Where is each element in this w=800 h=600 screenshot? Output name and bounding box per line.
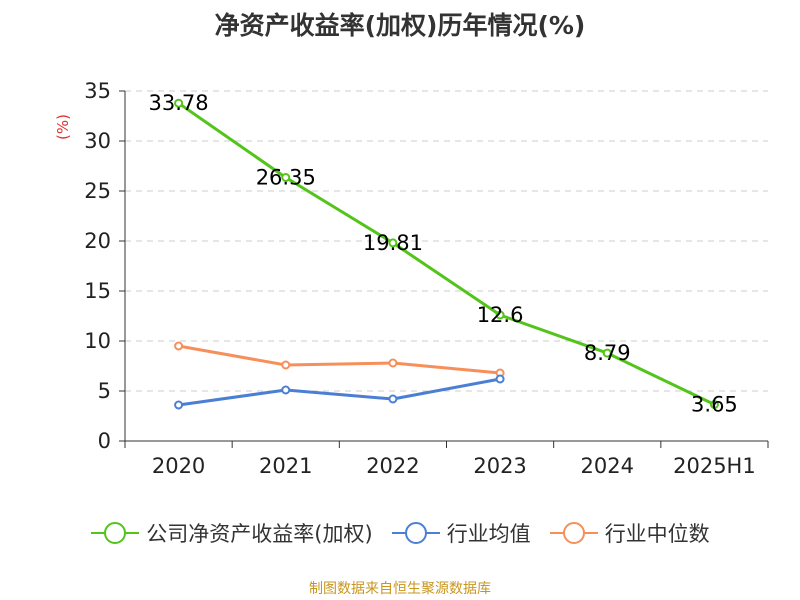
legend-item-0[interactable]: 公司净资产收益率(加权) <box>90 518 373 548</box>
data-label: 19.81 <box>363 231 423 255</box>
series-line-2 <box>177 344 502 375</box>
y-tick-label: 5 <box>98 379 111 403</box>
data-point-1[interactable] <box>174 400 184 410</box>
grid-layer <box>125 90 768 392</box>
legend-item-2[interactable]: 行业中位数 <box>549 518 710 548</box>
y-tick-label: 0 <box>98 429 111 453</box>
y-axis-label: (%) <box>54 114 72 140</box>
data-point-2[interactable] <box>281 360 291 370</box>
source-note: 制图数据来自恒生聚源数据库 <box>309 581 491 597</box>
x-tick-label: 2024 <box>581 454 634 478</box>
legend-item-1[interactable]: 行业均值 <box>391 518 531 548</box>
axis-layer: 0 5 10 15 20 25 30 35 2020 2021 2022 2023 2024 2025H1… <box>54 79 769 478</box>
y-tick-label: 35 <box>84 79 111 103</box>
data-label: 8.79 <box>584 341 631 365</box>
series-line-0 <box>177 101 716 406</box>
legend-label: 公司净资产收益率(加权) <box>146 522 373 546</box>
x-tick-label: 2023 <box>473 454 526 478</box>
data-point-0[interactable] <box>602 348 612 358</box>
x-tick-label: 2025H1 <box>673 454 756 478</box>
label-layer: 33.78 26.35 19.81 12.6 8.79 3.65 <box>149 91 738 416</box>
data-point-0[interactable] <box>174 98 184 108</box>
data-label: 12.6 <box>477 303 524 327</box>
legend-label: 行业中位数 <box>604 522 710 546</box>
data-point-0[interactable] <box>495 310 505 320</box>
y-tick-label: 15 <box>84 279 111 303</box>
y-tick-label: 30 <box>84 129 111 153</box>
data-point-0[interactable] <box>709 400 719 409</box>
legend-label: 行业均值 <box>446 522 531 546</box>
data-label: 33.78 <box>149 91 209 115</box>
x-tick-label: 2021 <box>259 454 312 478</box>
y-tick-label: 10 <box>84 329 111 353</box>
chart-title: 净资产收益率(加权)历年情况(%) <box>214 11 586 40</box>
data-point-2[interactable] <box>174 341 184 351</box>
data-point-1[interactable] <box>388 394 398 404</box>
data-point-0[interactable] <box>388 238 398 248</box>
y-tick-label: 25 <box>84 179 111 203</box>
legend-marker-icon <box>91 522 140 544</box>
data-label: 26.35 <box>256 166 316 190</box>
x-tick-label: 2020 <box>152 454 205 478</box>
series-line-1 <box>177 377 502 407</box>
y-tick-label: 20 <box>84 229 111 253</box>
x-tick-label: 2022 <box>366 454 419 478</box>
legend-marker-icon <box>391 522 440 544</box>
legend-marker-icon <box>549 522 598 544</box>
series-layer <box>174 98 719 410</box>
data-point-0[interactable] <box>281 173 291 182</box>
data-label: 3.65 <box>691 393 738 417</box>
legend: 公司净资产收益率(加权) 行业均值 行业中位数 <box>0 518 800 548</box>
data-point-1[interactable] <box>281 385 291 395</box>
data-point-1[interactable] <box>495 374 505 384</box>
data-point-2[interactable] <box>388 358 398 368</box>
